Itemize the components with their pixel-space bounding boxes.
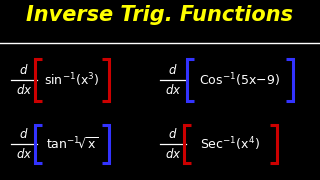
Text: $d$: $d$ bbox=[19, 127, 29, 141]
Text: $d$: $d$ bbox=[168, 127, 178, 141]
Text: $dx$: $dx$ bbox=[164, 83, 181, 97]
Text: $d$: $d$ bbox=[19, 63, 29, 77]
Text: $\mathsf{Sec^{-1}(x^4)}$: $\mathsf{Sec^{-1}(x^4)}$ bbox=[200, 135, 260, 153]
Text: Inverse Trig. Functions: Inverse Trig. Functions bbox=[27, 5, 293, 25]
Text: $dx$: $dx$ bbox=[164, 147, 181, 161]
Text: $dx$: $dx$ bbox=[16, 83, 32, 97]
Text: $d$: $d$ bbox=[168, 63, 178, 77]
Text: $\mathsf{tan^{-1}\!\sqrt{x}}$: $\mathsf{tan^{-1}\!\sqrt{x}}$ bbox=[46, 136, 98, 152]
Text: $\mathsf{sin^{-1}(x^3)}$: $\mathsf{sin^{-1}(x^3)}$ bbox=[44, 71, 100, 89]
Text: $dx$: $dx$ bbox=[16, 147, 32, 161]
Text: $\mathsf{Cos^{-1}(5x\!-\!9)}$: $\mathsf{Cos^{-1}(5x\!-\!9)}$ bbox=[199, 71, 281, 89]
